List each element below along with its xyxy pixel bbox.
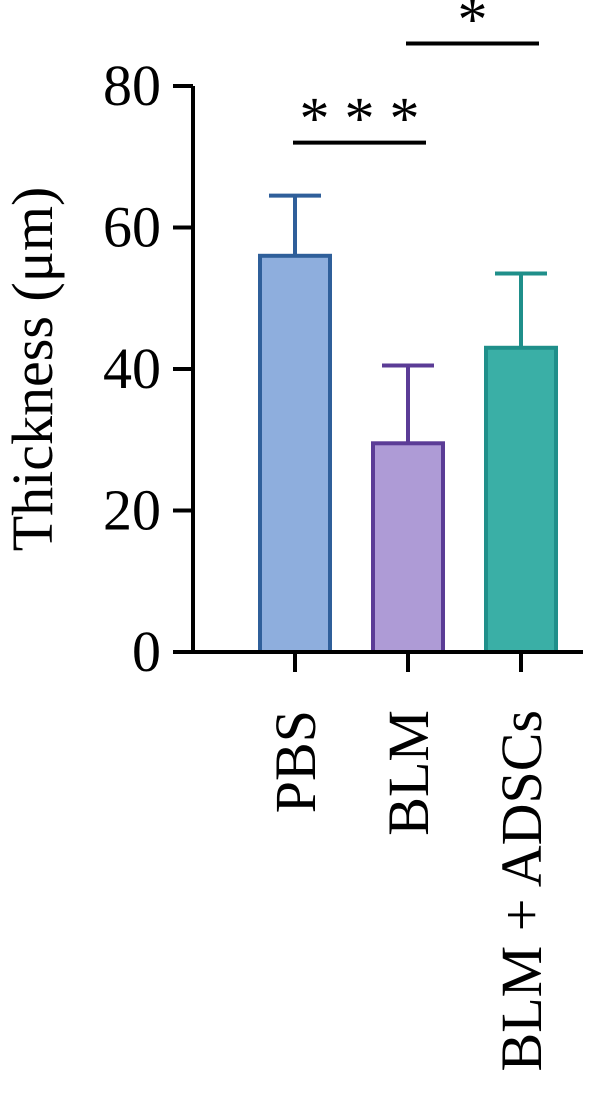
x-tick-label-2: BLM + ADSCs [489, 710, 554, 1071]
y-axis-title: Thickness (μm) [0, 187, 65, 552]
bar-0 [258, 253, 332, 655]
bar-2 [484, 345, 558, 654]
significance-layer: * * * * [293, 0, 539, 152]
y-tick-label-3: 60 [103, 195, 161, 260]
bar-1 [371, 441, 445, 654]
y-tick-label-2: 40 [103, 336, 161, 401]
y-tick-label-0: 0 [132, 619, 161, 684]
y-tick-label-1: 20 [103, 478, 161, 543]
bars-layer [258, 193, 558, 655]
significance-label-1: * [458, 0, 488, 53]
significance-label-0: * * * [300, 86, 420, 152]
x-tick-label-1: BLM [376, 710, 441, 836]
x-tick-label-0: PBS [263, 710, 328, 813]
axis-layer: 0 20 40 60 80 PBS BLM BLM + ADSCs [103, 53, 583, 1071]
y-tick-label-4: 80 [103, 53, 161, 118]
